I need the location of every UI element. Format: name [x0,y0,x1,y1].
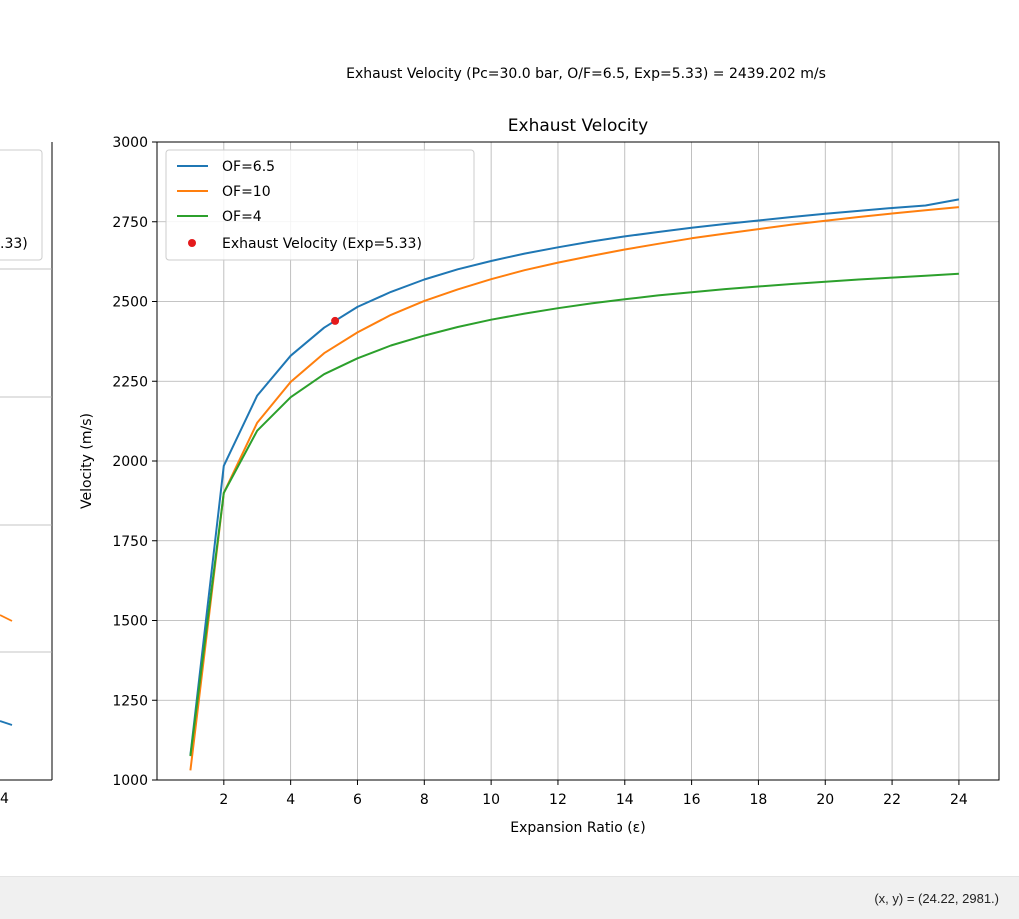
series-line-2 [189,272,959,757]
y-axis-label: Velocity (m/s) [79,413,95,509]
x-tick-label: 12 [549,792,567,808]
y-tick-label: 2250 [112,374,148,390]
series-lines [189,198,960,771]
y-tick-label: 2500 [112,295,148,311]
legend-entry-of-6-5: OF=6.5 [177,159,275,175]
x-tick-label: 8 [420,792,429,808]
figure-suptitle: Exhaust Velocity (Pc=30.0 bar, O/F=6.5, … [346,66,826,82]
status-bar: (x, y) = (24.22, 2981.) [0,876,1019,919]
chart-title: Exhaust Velocity [508,116,648,136]
legend-label: OF=10 [222,184,271,200]
y-tick-label: 1250 [112,693,148,709]
y-ticks: 1000 1250 1500 1750 2000 2250 2500 2750 3000 [112,135,157,789]
x-axis-label: Expansion Ratio (ε) [510,820,645,836]
x-tick-label: 16 [683,792,701,808]
legend-label: OF=4 [222,209,262,225]
legend-entry-of-10: OF=10 [177,184,271,200]
x-ticks: 2 4 6 8 10 12 14 16 18 20 22 24 [219,780,968,808]
x-tick-label: 4 [286,792,295,808]
legend-entry-exhaust-velocity-point: Exhaust Velocity (Exp=5.33) [188,236,422,252]
coordinate-readout: (x, y) = (24.22, 2981.) [874,891,999,906]
x-tick-label: 18 [750,792,768,808]
x-tick-label: 2 [219,792,228,808]
point-layer [331,316,340,325]
exhaust-velocity-point [331,316,340,325]
legend-swatch-red-dot [188,239,196,247]
x-tick-label: 20 [816,792,834,808]
y-tick-label: 2750 [112,215,148,231]
left-blue-line-fragment [0,720,13,726]
legend: OF=6.5 OF=10 OF=4 Exhaust Velocity (Exp=… [165,149,475,261]
left-orange-line-fragment [0,614,13,622]
legend-label: OF=6.5 [222,159,275,175]
left-tick-partial-label: 4 [0,791,9,807]
left-legend-fragment [0,149,43,261]
x-tick-label: 24 [950,792,968,808]
y-tick-label: 2000 [112,454,148,470]
x-tick-label: 22 [883,792,901,808]
legend-box [165,149,475,261]
y-tick-label: 1000 [112,773,148,789]
x-tick-label: 10 [482,792,500,808]
left-legend-partial-label: .33) [0,236,28,252]
y-tick-label: 1750 [112,534,148,550]
legend-label: Exhaust Velocity (Exp=5.33) [222,236,422,252]
series-line-1 [189,206,959,771]
y-tick-label: 1500 [112,614,148,630]
left-subplot-fragment: .33) 4 [0,142,53,807]
y-tick-label: 3000 [112,135,148,151]
series-line-0 [189,198,960,756]
x-tick-label: 6 [353,792,362,808]
legend-entry-of-4: OF=4 [177,209,262,225]
x-tick-label: 14 [616,792,634,808]
